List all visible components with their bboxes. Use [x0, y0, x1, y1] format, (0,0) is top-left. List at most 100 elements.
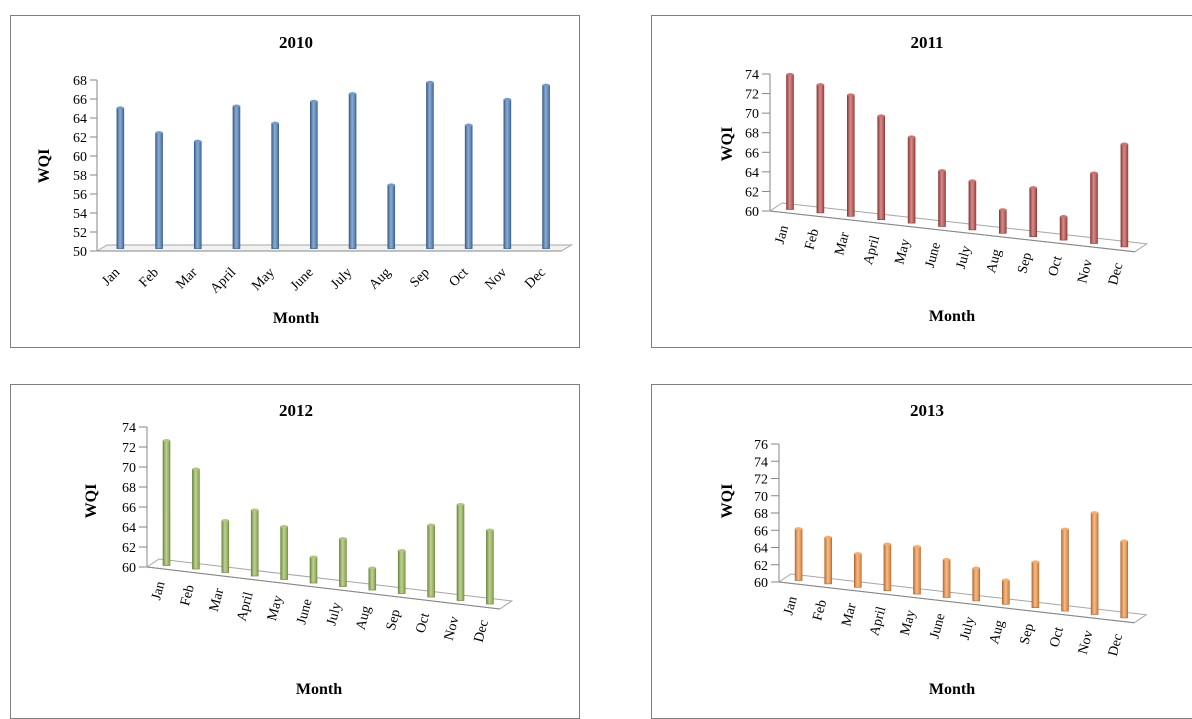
- x-tick-label: Sep: [407, 265, 432, 290]
- bar-top: [465, 123, 473, 127]
- x-tick-label: Oct: [1046, 254, 1066, 278]
- bar-top: [816, 83, 824, 87]
- bar-top: [913, 545, 921, 549]
- bar-top: [972, 566, 980, 570]
- x-tick-label: June: [928, 612, 949, 641]
- chart-panel-2010: 2010 Month WQI 50 52 54 56 58 60 62 64 66 68 Jan Feb Ma…: [10, 15, 580, 348]
- x-tick-label: July: [328, 265, 355, 292]
- x-tick-label: Mar: [207, 587, 228, 614]
- x-tick-label: Nov: [483, 265, 511, 293]
- bar: [192, 468, 200, 570]
- x-axis-title: Month: [929, 681, 975, 698]
- y-tick-label: 60: [754, 576, 768, 591]
- y-tick-label: 68: [122, 481, 136, 496]
- y-tick-label: 72: [754, 473, 768, 488]
- y-tick-label: 72: [122, 441, 136, 456]
- bar: [271, 122, 279, 249]
- bar-top: [542, 83, 550, 87]
- y-tick-label: 74: [745, 68, 759, 83]
- bar-top: [908, 135, 916, 139]
- chart-title: 2012: [279, 401, 313, 420]
- bar: [387, 184, 396, 249]
- bar: [456, 504, 465, 601]
- bar-top: [398, 548, 406, 553]
- x-tick-label: Mar: [839, 601, 860, 628]
- x-tick-label: Jan: [99, 265, 123, 289]
- x-tick-label: Dec: [522, 265, 549, 292]
- bar-top: [232, 104, 240, 108]
- bar: [193, 140, 202, 249]
- y-tick-label: 54: [73, 207, 87, 222]
- bar-top: [1090, 171, 1098, 175]
- x-tick-label: Feb: [803, 227, 823, 251]
- chart-2011: 2011 Month WQI 60 62 64 66 68 70 72 74 Jan Feb Mar Apr…: [719, 33, 1149, 325]
- y-tick-label: 66: [754, 524, 768, 539]
- bar-top: [1002, 578, 1010, 582]
- x-tick-label: April: [861, 234, 883, 267]
- y-tick-label: 62: [122, 541, 136, 556]
- bar-top: [457, 502, 464, 507]
- y-tick-label: 62: [754, 559, 768, 574]
- x-axis-line: [146, 566, 500, 610]
- bar: [250, 509, 259, 577]
- bar: [280, 526, 288, 580]
- bar-top: [221, 518, 229, 523]
- bar: [339, 538, 347, 587]
- bar: [883, 543, 892, 592]
- bar: [972, 567, 981, 602]
- x-tick-label: June: [923, 241, 944, 270]
- bar: [221, 520, 230, 573]
- bar: [310, 101, 318, 249]
- x-tick-label: Feb: [810, 598, 830, 622]
- bar-top: [163, 438, 170, 443]
- bar-top: [1120, 539, 1128, 543]
- x-tick-label: Dec: [1106, 261, 1126, 287]
- x-tick-label: May: [893, 237, 914, 266]
- bar-top: [883, 542, 891, 546]
- chart-2012: 2012 Month WQI 60 62 64 66 68 70 72 74 Jan Feb Mar Apr…: [83, 401, 514, 698]
- y-tick-label: 64: [122, 521, 136, 536]
- x-tick-label: Jan: [149, 580, 168, 602]
- bar-top: [280, 524, 288, 529]
- y-tick-label: 52: [73, 226, 87, 241]
- bar-top: [1029, 186, 1037, 190]
- x-tick-label: May: [249, 265, 278, 294]
- bar-top: [1060, 215, 1068, 219]
- bar-top: [1091, 511, 1099, 515]
- y-tick-label: 74: [122, 421, 136, 436]
- bar: [1001, 579, 1010, 605]
- y-tick-label: 76: [754, 438, 768, 453]
- y-tick-label: 50: [73, 245, 87, 260]
- bar-top: [310, 555, 317, 559]
- bar: [1120, 143, 1129, 248]
- x-tick-label: Oct: [1047, 625, 1067, 649]
- x-tick-label: Mar: [832, 230, 853, 257]
- x-tick-label: Nov: [1075, 258, 1096, 285]
- bar: [794, 528, 803, 581]
- bar-top: [387, 183, 395, 187]
- bar: [397, 550, 406, 594]
- bar-top: [486, 528, 494, 532]
- x-tick-label: Jan: [781, 595, 800, 617]
- bar-top: [847, 93, 855, 97]
- bar: [232, 105, 241, 249]
- x-tick-label: Jan: [773, 224, 792, 246]
- bar: [1061, 528, 1069, 612]
- bar-top: [999, 208, 1007, 212]
- y-tick-label: 70: [754, 490, 768, 505]
- x-tick-label: June: [288, 265, 317, 294]
- bar-top: [251, 508, 259, 512]
- bar: [1029, 187, 1038, 237]
- x-tick-label: Aug: [984, 248, 1005, 275]
- bar: [427, 524, 435, 598]
- bar: [854, 553, 862, 588]
- bar-top: [938, 169, 946, 173]
- bar: [368, 567, 377, 591]
- y-axis-title: WQI: [719, 484, 736, 519]
- y-axis-title: WQI: [36, 149, 53, 184]
- bar: [938, 170, 946, 227]
- bar-top: [427, 523, 435, 527]
- x-tick-label: May: [898, 608, 919, 637]
- bar-top: [1031, 560, 1039, 564]
- bar: [1090, 512, 1099, 615]
